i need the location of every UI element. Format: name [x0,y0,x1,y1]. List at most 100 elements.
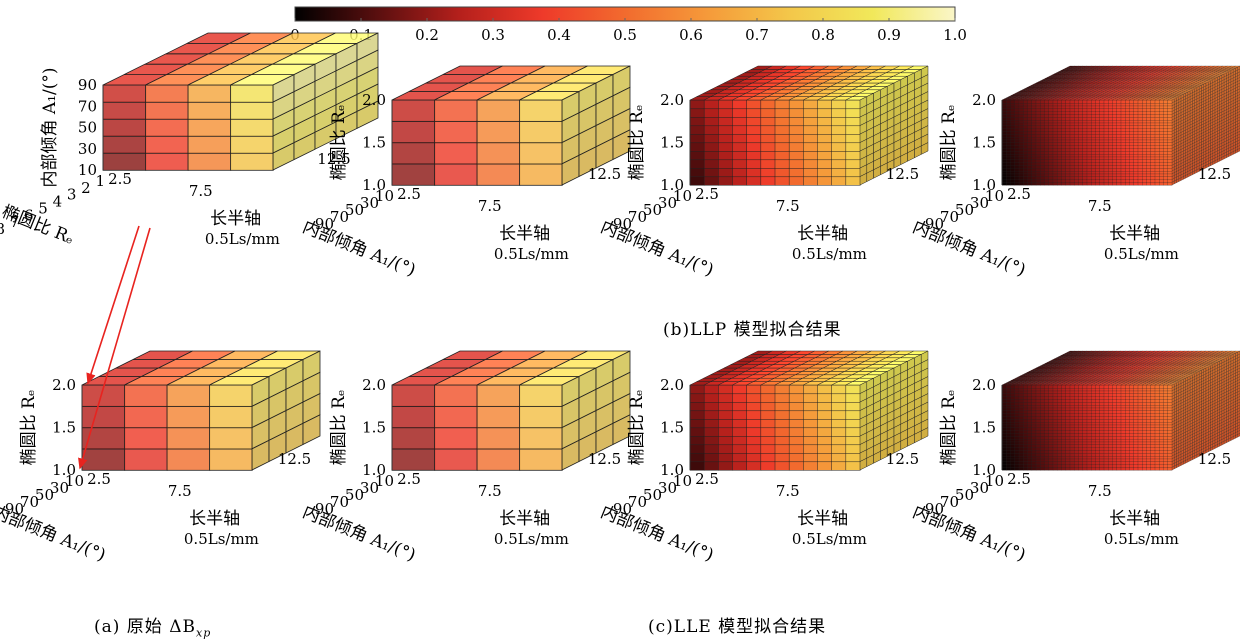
voxel-front [1057,396,1062,400]
voxel-front [1095,119,1101,124]
voxel-front [1091,393,1096,397]
voxel-front [1163,116,1169,121]
voxel-front [1006,156,1011,160]
voxel-front [1125,162,1130,166]
voxel-front [1018,455,1024,460]
voxel-front [1108,170,1113,175]
voxel-front [1116,133,1122,138]
voxel-front [1057,108,1062,112]
voxel-front [1061,407,1067,411]
voxel-front [1091,427,1096,431]
voxel-front [1057,139,1062,143]
voxel-front [1048,384,1054,389]
voxel-front [1154,105,1160,109]
voxel-front [1099,128,1105,132]
voxel-front [1035,122,1041,126]
voxel-front [1099,173,1105,177]
voxel-front [1082,156,1088,160]
voxel-front [1108,102,1113,107]
voxel-front [1120,119,1126,124]
voxel-front [732,444,748,454]
voxel-front [1074,182,1079,186]
voxel-front [1167,116,1173,121]
voxel-front [1074,421,1079,426]
z-axis-label: 椭圆比 Rₑ [329,390,349,466]
z-axis-label: 椭圆比 Rₑ [627,390,647,466]
voxel-front [1040,128,1045,132]
voxel-front [1001,441,1007,445]
voxel-front [1150,173,1156,177]
voxel-front [1048,407,1054,411]
voxel-front [1065,458,1071,462]
voxel-front [718,142,734,152]
voxel-front [1057,387,1062,392]
x-axis-label: 长半轴 [499,224,550,244]
voxel-front [1133,128,1139,132]
voxel-front [1018,162,1024,166]
voxel-front [1023,407,1028,411]
voxel-front [1120,173,1126,177]
voxel-front [803,159,819,169]
voxel-front [1086,407,1092,411]
voxel-front [1027,179,1033,183]
voxel-front [1040,150,1045,155]
voxel-front [1074,404,1079,409]
voxel-front [1078,450,1084,454]
voxel-front [1018,413,1024,417]
depth-tick-label: 30 [658,194,677,212]
voxel-front [1074,111,1079,115]
depth-tick-label: 10 [673,187,692,205]
voxel-front [1057,156,1062,160]
voxel-front [1154,148,1160,152]
voxel-front [1027,148,1033,152]
voxel-front [1014,410,1020,414]
voxel-front [1146,114,1152,118]
voxel-front [1057,159,1062,163]
voxel-front [1112,99,1118,104]
voxel-front [1001,133,1007,138]
voxel-front [703,176,719,186]
voxel-front [1099,122,1105,126]
voxel-front [1018,145,1024,149]
voxel-front [1010,458,1016,462]
voxel-front [1091,165,1096,169]
voxel-front [1014,159,1020,163]
x-tick-label: 12.5 [317,150,350,168]
voxel-front [1040,170,1045,175]
voxel-front [1057,424,1062,428]
voxel-front [1137,159,1143,163]
voxel-front [1031,162,1037,166]
voxel-front [1086,142,1092,146]
voxel-front [1099,136,1105,141]
voxel-front [1091,162,1096,166]
voxel-front [145,118,189,137]
voxel-front [760,108,776,118]
voxel-front [1048,125,1054,129]
voxel-front [1163,167,1169,172]
voxel-front [746,427,762,437]
voxel-front [1163,114,1169,118]
voxel-front [1078,142,1084,146]
voxel-front [831,108,847,118]
voxel-front [1099,150,1105,155]
voxel-front [1052,173,1058,177]
voxel-front [1133,170,1139,175]
voxel-front [1001,145,1007,149]
z-tick-label: 1.0 [660,176,684,194]
voxel-front [817,444,833,454]
voxel-front [1082,441,1088,445]
voxel-front [1099,167,1105,172]
x-tick-label: 2.5 [87,470,111,488]
voxel-front [1057,455,1062,460]
voxel-front [788,176,804,186]
voxel-front [1061,133,1067,138]
voxel-front [1010,173,1016,177]
voxel-front [1023,170,1028,175]
voxel-front [1035,464,1041,468]
voxel-front [1044,401,1050,406]
voxel-front [1023,176,1028,180]
voxel-front [1137,176,1143,180]
voxel-front [1057,450,1062,454]
voxel-front [1120,150,1126,155]
voxel-front [1018,139,1024,143]
